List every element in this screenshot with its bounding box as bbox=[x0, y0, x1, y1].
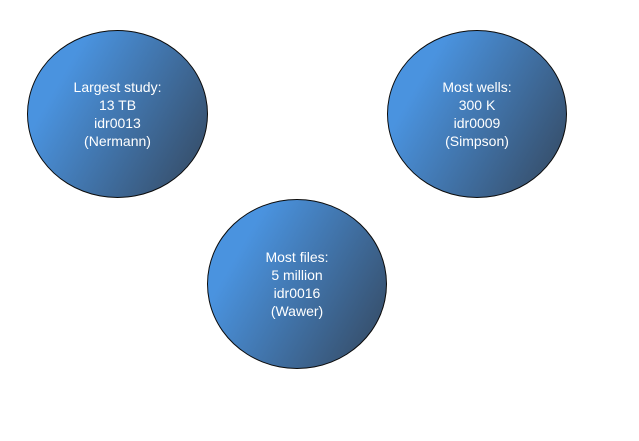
most-files-id: idr0016 bbox=[273, 285, 321, 301]
largest-study-heading: Largest study: bbox=[73, 79, 162, 95]
most-wells-author: (Simpson) bbox=[445, 133, 509, 149]
most-wells-heading: Most wells: bbox=[442, 79, 512, 95]
largest-study-author: (Nermann) bbox=[84, 133, 151, 149]
most-files-circle: Most files: 5 million idr0016 (Wawer) bbox=[207, 199, 387, 369]
most-wells-id: idr0009 bbox=[453, 115, 501, 131]
largest-study-circle: Largest study: 13 TB idr0013 (Nermann) bbox=[27, 30, 208, 198]
most-files-count: 5 million bbox=[271, 267, 323, 283]
most-wells-circle: Most wells: 300 K idr0009 (Simpson) bbox=[387, 30, 567, 198]
largest-study-id: idr0013 bbox=[94, 115, 141, 131]
largest-study-size: 13 TB bbox=[98, 97, 137, 113]
most-files-author: (Wawer) bbox=[270, 303, 324, 319]
most-wells-count: 300 K bbox=[458, 97, 496, 113]
most-files-heading: Most files: bbox=[265, 249, 329, 265]
